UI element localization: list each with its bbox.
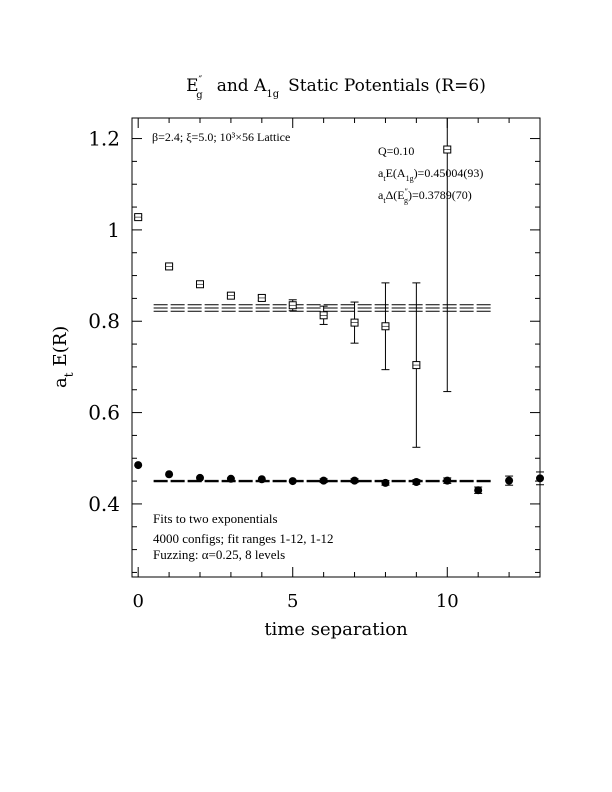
x-tick-label: 5: [287, 591, 298, 612]
note-fits: Fits to two exponentials: [153, 511, 278, 526]
note-configs: 4000 configs; fit ranges 1-12, 1-12: [153, 531, 334, 546]
data-point-a1g: [474, 486, 483, 495]
note-fuzzing: Fuzzing: α=0.25, 8 levels: [153, 547, 285, 562]
data-point-a1g: [288, 477, 297, 486]
y-tick-label: 1: [107, 218, 120, 242]
data-point-a1g: [226, 474, 235, 483]
data-point-a1g: [165, 470, 174, 479]
data-point-a1g: [505, 476, 514, 485]
data-point-a1g: [412, 478, 421, 487]
data-point-a1g: [443, 476, 452, 485]
lattice-annotation: β=2.4; ξ=5.0; 10³×56 Lattice: [152, 130, 290, 144]
data-point-a1g: [381, 478, 390, 487]
y-tick-label: 0.6: [88, 401, 120, 425]
data-point-a1g: [257, 475, 266, 484]
q-annotation: Q=0.10: [378, 144, 414, 158]
data-points: [134, 118, 544, 495]
fit-eg-annotation: atΔ(E″ g)=0.3789(70): [378, 187, 472, 205]
y-tick-label: 1.2: [88, 127, 120, 151]
data-point-a1g: [196, 473, 204, 482]
y-axis-label: atE(R): [50, 326, 76, 388]
fit-lines: [153, 304, 494, 483]
y-tick-label: 0.4: [88, 492, 120, 516]
chart-title: E″ g and A1g Static Potentials (R=6): [186, 75, 486, 101]
fit-a1g-annotation: atE(A1g)=0.45004(93): [378, 166, 483, 183]
data-point-a1g: [319, 476, 328, 485]
y-tick-label: 0.8: [88, 309, 120, 333]
data-point-a1g: [350, 476, 359, 485]
x-axis: 0 5 10: [132, 118, 541, 612]
x-axis-label: time separation: [264, 619, 408, 640]
x-tick-label: 10: [436, 591, 459, 612]
plot-frame: [131, 117, 541, 578]
y-axis: 0.4 0.6 0.8 1 1.2: [88, 127, 540, 573]
data-point-a1g: [134, 461, 143, 470]
x-tick-label: 0: [132, 591, 143, 612]
data-point-a1g: [536, 474, 544, 483]
